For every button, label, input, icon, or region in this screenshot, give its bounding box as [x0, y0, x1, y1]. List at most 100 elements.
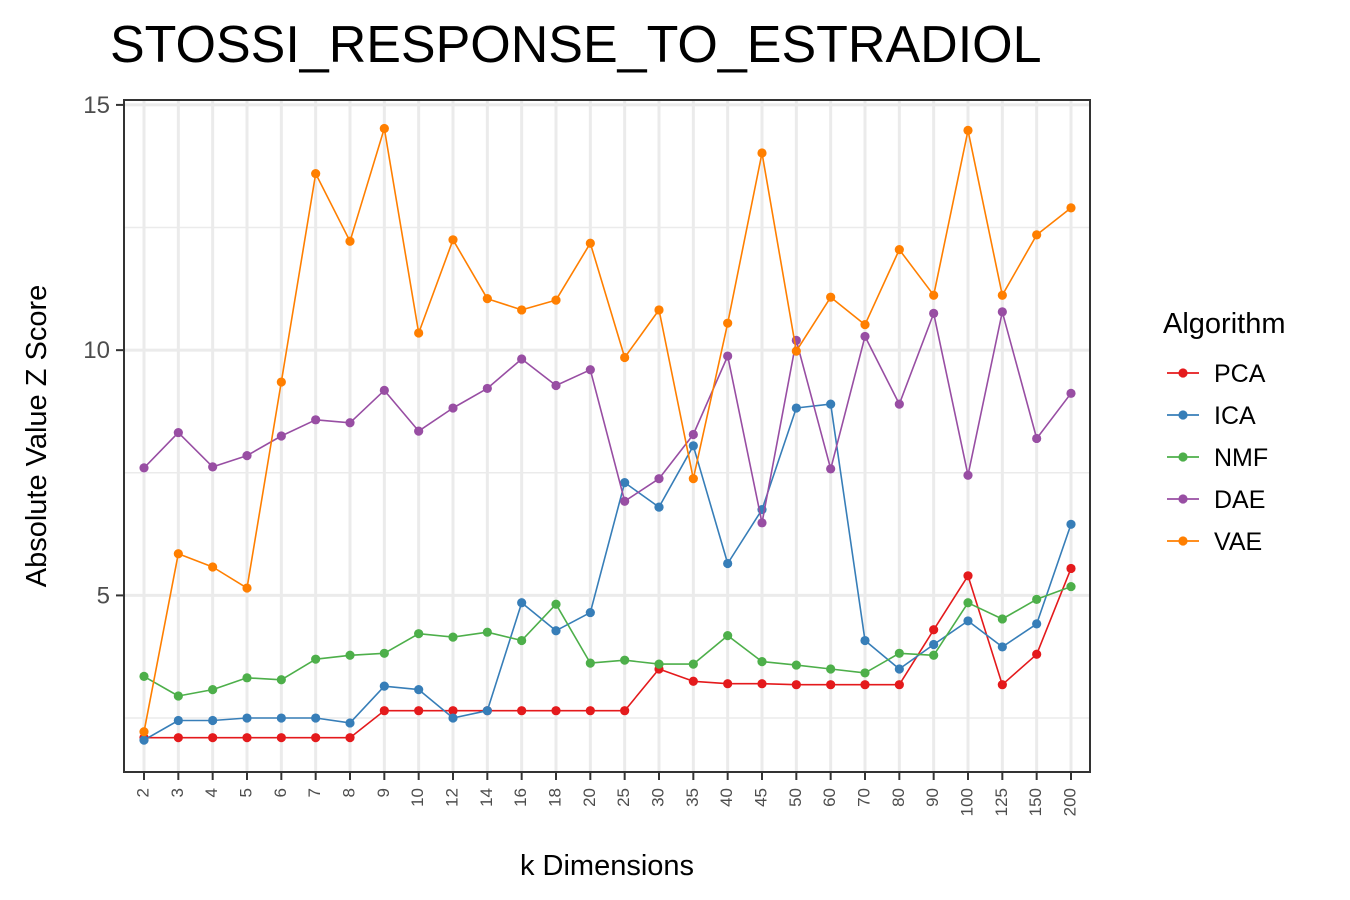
data-point-vae	[620, 352, 630, 363]
data-point-nmf	[482, 627, 492, 637]
data-point-pca	[379, 706, 389, 716]
data-point-vae	[379, 123, 389, 134]
data-point-nmf	[345, 650, 355, 660]
data-point-nmf	[551, 599, 561, 609]
data-point-pca	[242, 733, 252, 743]
x-tick-label: 100	[957, 788, 976, 816]
legend-item-dae: DAE	[1167, 486, 1265, 514]
x-tick-label: 20	[580, 788, 599, 807]
data-point-nmf	[929, 650, 939, 660]
plot-panel-border	[123, 99, 1091, 773]
data-point-dae	[276, 431, 286, 441]
data-point-ica	[311, 713, 321, 723]
data-point-dae	[1032, 433, 1042, 444]
data-point-pca	[448, 706, 458, 716]
data-point-nmf	[688, 659, 698, 669]
data-point-pca	[173, 733, 183, 743]
data-point-dae	[482, 383, 492, 394]
series-nmf	[139, 581, 1076, 701]
legend-key-point	[1178, 368, 1188, 378]
data-point-ica	[242, 713, 252, 723]
data-point-vae	[311, 168, 321, 179]
data-point-vae	[688, 474, 698, 484]
data-point-ica	[929, 639, 939, 650]
x-tick-label: 16	[511, 788, 530, 807]
data-point-dae	[414, 426, 424, 436]
data-point-pca	[620, 706, 630, 716]
data-point-pca	[723, 679, 733, 689]
data-point-pca	[688, 676, 698, 686]
data-point-pca	[517, 706, 527, 716]
data-point-nmf	[311, 654, 321, 664]
legend-label: VAE	[1214, 528, 1262, 556]
y-tick-label: 15	[83, 92, 110, 119]
data-point-ica	[826, 399, 836, 409]
data-point-ica	[654, 502, 664, 512]
data-point-pca	[860, 680, 870, 690]
data-point-nmf	[997, 614, 1007, 624]
data-point-vae	[963, 125, 973, 136]
data-point-vae	[139, 727, 149, 737]
data-point-vae	[997, 290, 1007, 300]
data-point-pca	[414, 706, 424, 716]
series-lines	[139, 123, 1076, 745]
legend-label: NMF	[1214, 444, 1268, 472]
data-point-nmf	[654, 659, 664, 669]
data-point-pca	[894, 680, 904, 690]
data-point-vae	[208, 562, 218, 572]
data-point-vae	[173, 549, 183, 559]
data-point-vae	[894, 245, 904, 255]
grid	[124, 100, 1090, 772]
data-point-dae	[654, 474, 664, 484]
data-point-vae	[1032, 230, 1042, 240]
data-point-dae	[208, 462, 218, 472]
data-point-nmf	[585, 658, 595, 668]
data-point-nmf	[894, 648, 904, 658]
data-point-pca	[1066, 563, 1076, 574]
data-point-nmf	[173, 691, 183, 701]
x-tick-label: 7	[305, 788, 324, 797]
data-point-vae	[517, 305, 527, 315]
data-point-dae	[551, 380, 561, 391]
data-point-vae	[860, 320, 870, 330]
data-point-ica	[723, 558, 733, 569]
legend-key-point	[1178, 536, 1188, 546]
x-tick-label: 3	[168, 788, 187, 797]
data-point-pca	[1032, 649, 1042, 659]
data-point-vae	[345, 236, 355, 246]
data-point-vae	[551, 295, 561, 305]
x-tick-label: 10	[408, 788, 427, 807]
data-point-dae	[963, 470, 973, 480]
data-point-ica	[1032, 619, 1042, 629]
data-point-vae	[448, 235, 458, 245]
data-point-ica	[517, 598, 527, 608]
data-point-ica	[894, 664, 904, 674]
data-point-pca	[997, 680, 1007, 690]
data-point-ica	[448, 713, 458, 723]
legend-key-point	[1178, 452, 1188, 462]
data-point-pca	[585, 706, 595, 716]
x-tick-label: 6	[271, 788, 290, 797]
data-point-nmf	[826, 664, 836, 674]
data-point-ica	[551, 626, 561, 636]
series-vae	[139, 123, 1076, 737]
data-point-pca	[551, 706, 561, 716]
data-point-ica	[860, 635, 870, 646]
y-tick-label: 5	[97, 582, 110, 609]
data-point-dae	[620, 496, 630, 506]
legend-key-point	[1178, 410, 1188, 420]
data-point-dae	[345, 418, 355, 428]
data-point-ica	[345, 718, 355, 728]
data-point-pca	[757, 679, 767, 689]
data-point-nmf	[414, 629, 424, 639]
legend-item-pca: PCA	[1167, 360, 1266, 388]
data-point-nmf	[723, 631, 733, 641]
data-point-ica	[208, 715, 218, 726]
x-tick-label: 125	[992, 788, 1011, 816]
x-tick-label: 40	[717, 788, 736, 807]
data-point-ica	[585, 607, 595, 618]
chart-title: STOSSI_RESPONSE_TO_ESTRADIOL	[110, 16, 1042, 74]
data-point-vae	[757, 148, 767, 158]
